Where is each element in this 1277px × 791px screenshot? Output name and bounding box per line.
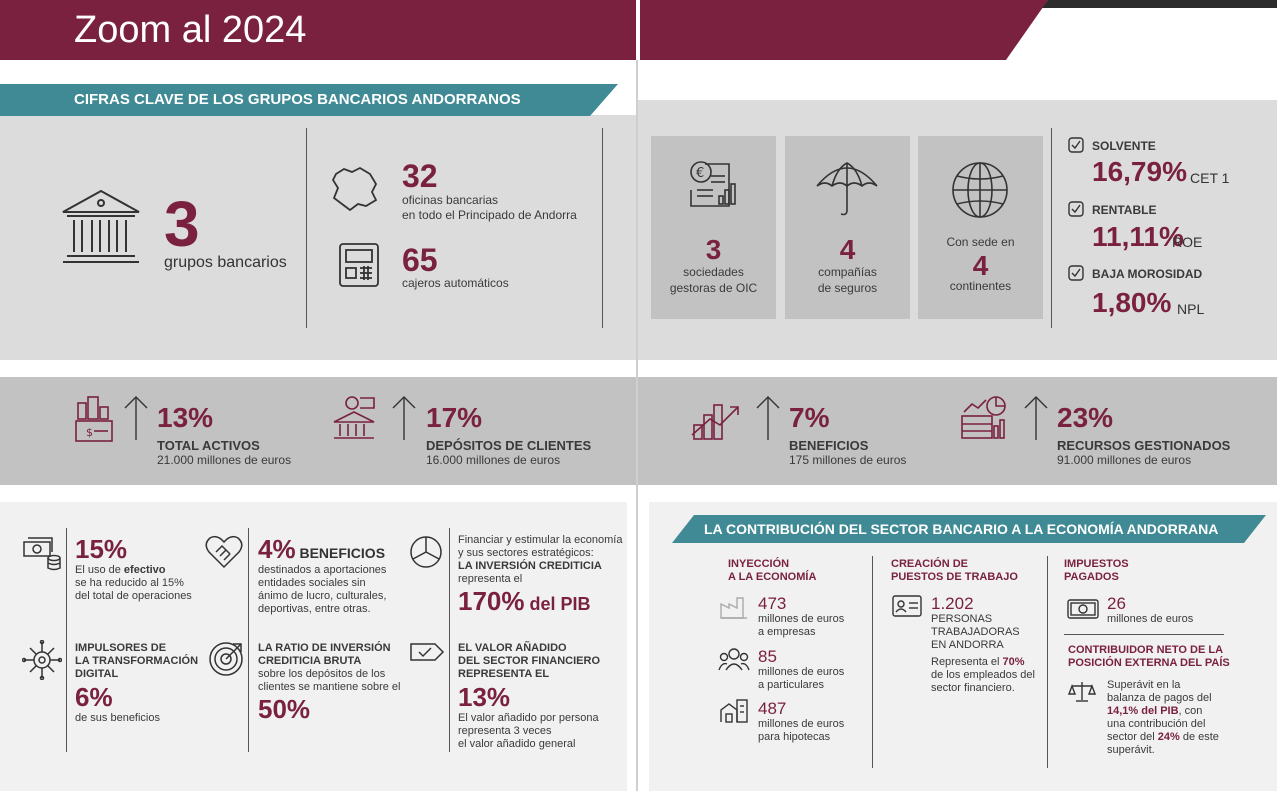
- cash-value: 15%: [75, 534, 128, 564]
- divider: [1051, 128, 1052, 328]
- check-icon: [1068, 265, 1084, 281]
- heart-handshake-icon: [204, 534, 244, 570]
- growth-value: 7%: [789, 402, 830, 433]
- credit-value-line: 170% del PIB: [458, 586, 591, 616]
- net-divider: [1064, 634, 1224, 635]
- ratio-unit-npl: NPL: [1177, 301, 1205, 317]
- divider: [1047, 556, 1048, 768]
- bar-chart-growth-icon: [690, 395, 742, 443]
- divider: [449, 528, 450, 752]
- contribution-banner: LA CONTRIBUCIÓN DEL SECTOR BANCARIO A LA…: [672, 515, 1266, 543]
- digital-value: 6%: [75, 682, 113, 712]
- digital-chip-icon: [22, 640, 62, 680]
- divider: [872, 556, 873, 768]
- growth-sub: 91.000 millones de euros: [1057, 453, 1192, 467]
- cash-icon: [22, 536, 62, 572]
- taxes-value: 26: [1107, 594, 1126, 613]
- document-euro-icon: €: [690, 161, 736, 207]
- page-title: Zoom al 2024: [74, 9, 307, 51]
- deposit-icon: [330, 394, 378, 442]
- growth-value: 17%: [426, 402, 483, 433]
- growth-title: TOTAL ACTIVOS: [157, 438, 260, 453]
- jobs-value: 1.202: [931, 594, 974, 613]
- growth-sub: 21.000 millones de euros: [157, 453, 292, 467]
- growth-title: DEPÓSITOS DE CLIENTES: [426, 438, 592, 453]
- injection-value: 473: [758, 594, 787, 613]
- cash-line-1: El uso de efectivo: [75, 564, 166, 576]
- divider: [306, 128, 307, 328]
- umbrella-icon: [816, 162, 878, 216]
- growth-title: RECURSOS GESTIONADOS: [1057, 438, 1231, 453]
- arrow-up-icon: [390, 394, 418, 442]
- growth-title: BENEFICIOS: [789, 438, 869, 453]
- offices-label-1: oficinas bancarias: [402, 193, 499, 207]
- benefits-value-line: 4% BENEFICIOS: [258, 534, 386, 564]
- growth-value: 13%: [157, 402, 214, 433]
- pie-chart-icon: [409, 535, 443, 569]
- contribution-panel: [649, 502, 1277, 791]
- ratio-title-rentable: RENTABLE: [1092, 203, 1157, 217]
- card-continents: Con sede en 4 continentes: [918, 136, 1043, 319]
- growth-sub: 16.000 millones de euros: [426, 453, 561, 467]
- svg-text:€: €: [696, 166, 704, 181]
- center-divider: [636, 60, 638, 791]
- divider: [66, 528, 67, 752]
- key-figures-left-panel: [0, 115, 636, 360]
- arrow-up-icon: [1022, 394, 1050, 442]
- ratio-unit-roe: ROE: [1172, 234, 1203, 250]
- growth-band-right: [638, 377, 1277, 485]
- bank-icon: [60, 188, 142, 268]
- ratio-title-morosidad: BAJA MOROSIDAD: [1092, 267, 1203, 281]
- offices-label-2: en todo el Principado de Andorra: [402, 208, 577, 222]
- ratio-value: 50%: [258, 694, 311, 724]
- key-figures-banner: CIFRAS CLAVE DE LOS GRUPOS BANCARIOS AND…: [0, 84, 620, 116]
- people-icon: [718, 646, 750, 672]
- tag-check-icon: [409, 640, 445, 664]
- groups-label: grupos bancarios: [164, 254, 287, 271]
- net-line-3: 14,1% del PIB, con: [1107, 705, 1203, 717]
- factory-icon: [719, 594, 749, 620]
- assets-icon: $: [74, 395, 114, 443]
- injection-value: 85: [758, 647, 777, 666]
- growth-sub: 175 millones de euros: [789, 453, 907, 467]
- ratio-title-solvente: SOLVENTE: [1092, 139, 1156, 153]
- injection-value: 487: [758, 699, 787, 718]
- atm-icon: [338, 242, 380, 288]
- header-bar: Zoom al 2024: [0, 0, 1277, 60]
- managed-resources-icon: [958, 394, 1008, 442]
- check-icon: [1068, 137, 1084, 153]
- ratio-value-cet1: 16,79%: [1092, 156, 1187, 187]
- growth-value: 23%: [1057, 402, 1114, 433]
- arrow-up-icon: [754, 394, 782, 442]
- andorra-map-icon: [330, 166, 380, 212]
- ratio-unit-cet1: CET 1: [1190, 170, 1230, 186]
- divider: [602, 128, 603, 328]
- scale-icon: [1068, 680, 1096, 704]
- ratio-value-roe: 11,11%: [1092, 221, 1184, 252]
- ratio-value-npl: 1,80%: [1092, 287, 1172, 318]
- card-oic: € 3 sociedades gestoras de OIC: [651, 136, 776, 319]
- atm-value: 65: [402, 242, 438, 278]
- banknote-icon: [1066, 596, 1100, 622]
- id-card-icon: [891, 594, 923, 618]
- target-ratio-icon: [207, 640, 245, 678]
- jobs-detail-1: Representa el 70%: [931, 656, 1025, 668]
- globe-icon: [952, 162, 1008, 218]
- card-insurance: 4 compañías de seguros: [785, 136, 910, 319]
- offices-value: 32: [402, 158, 438, 194]
- added-value: 13%: [458, 682, 511, 712]
- check-icon: [1068, 201, 1084, 217]
- facts-panel: [0, 502, 627, 791]
- svg-text:$: $: [86, 426, 93, 439]
- divider: [248, 528, 249, 752]
- groups-value: 3: [164, 188, 200, 260]
- house-buildings-icon: [719, 698, 749, 724]
- atm-label: cajeros automáticos: [402, 276, 509, 290]
- arrow-up-icon: [122, 394, 150, 442]
- net-line-5: sector del 24% de este: [1107, 731, 1219, 743]
